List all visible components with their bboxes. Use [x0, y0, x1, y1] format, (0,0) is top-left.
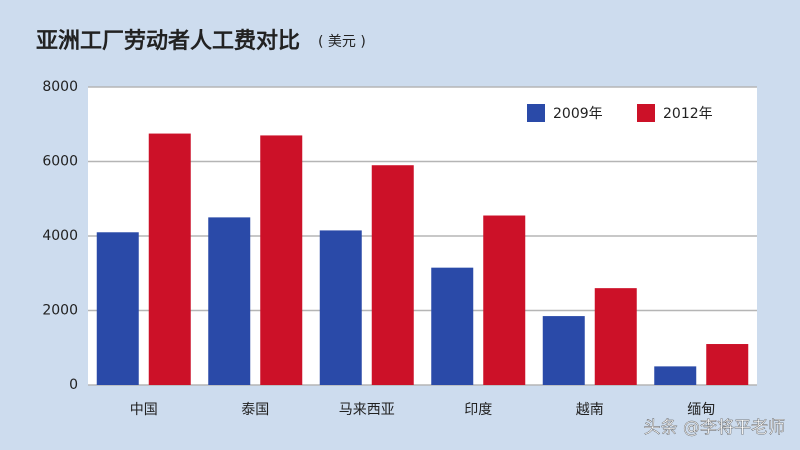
- bar: [706, 344, 749, 385]
- bar: [483, 215, 526, 385]
- x-tick-label: 印度: [464, 402, 492, 418]
- y-tick-label: 2000: [42, 303, 78, 319]
- x-tick-label: 马来西亚: [339, 402, 395, 418]
- bar: [654, 366, 697, 385]
- bar: [594, 288, 637, 385]
- x-tick-label: 泰国: [241, 402, 269, 418]
- y-tick-label: 0: [69, 377, 78, 393]
- y-tick-label: 4000: [42, 228, 78, 244]
- x-tick-label: 缅甸: [687, 402, 715, 418]
- bar: [208, 217, 251, 385]
- x-tick-label: 中国: [130, 402, 158, 418]
- legend-label: 2009年: [553, 106, 603, 122]
- legend-swatch: [637, 104, 655, 122]
- bar: [96, 232, 139, 385]
- x-tick-label: 越南: [576, 402, 604, 418]
- chart-title: 亚洲工厂劳动者人工费对比: [36, 28, 300, 54]
- watermark: 头条 @李将平老师: [644, 418, 785, 438]
- bar: [431, 267, 474, 385]
- legend-label: 2012年: [663, 106, 713, 122]
- bar: [371, 165, 414, 385]
- y-tick-label: 6000: [42, 154, 78, 170]
- y-tick-label: 8000: [42, 79, 78, 95]
- bar: [260, 135, 303, 385]
- bar: [148, 133, 191, 385]
- bar: [319, 230, 362, 385]
- bar: [542, 316, 585, 385]
- chart-subtitle: ( 美元 ): [318, 34, 366, 50]
- legend-swatch: [527, 104, 545, 122]
